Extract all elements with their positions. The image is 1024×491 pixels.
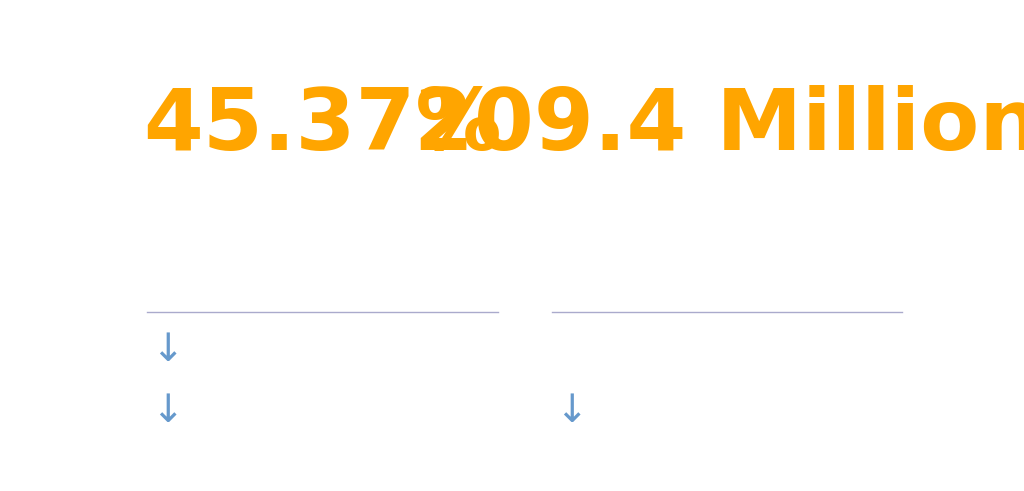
Text: acres of crops in U.S. are
experiencing drought
conditions this week.: acres of crops in U.S. are experiencing … bbox=[502, 184, 952, 310]
Text: 45.37%: 45.37% bbox=[143, 85, 502, 168]
Text: 0.0%  since last week: 0.0% since last week bbox=[599, 331, 961, 364]
Text: 7.1%  since last month: 7.1% since last month bbox=[195, 392, 577, 425]
Text: ↓: ↓ bbox=[555, 392, 588, 430]
Text: ↓: ↓ bbox=[151, 331, 183, 369]
Text: —: — bbox=[552, 331, 591, 369]
Text: 6.2%  since last month: 6.2% since last month bbox=[599, 392, 981, 425]
Text: 209.4 Million: 209.4 Million bbox=[414, 85, 1024, 168]
Text: ↓: ↓ bbox=[151, 392, 183, 430]
Text: 2.1%  since last week: 2.1% since last week bbox=[195, 331, 556, 364]
Text: of the U.S. and 54.20% of
the lower 48 states are in
drought this week.: of the U.S. and 54.20% of the lower 48 s… bbox=[90, 184, 555, 310]
